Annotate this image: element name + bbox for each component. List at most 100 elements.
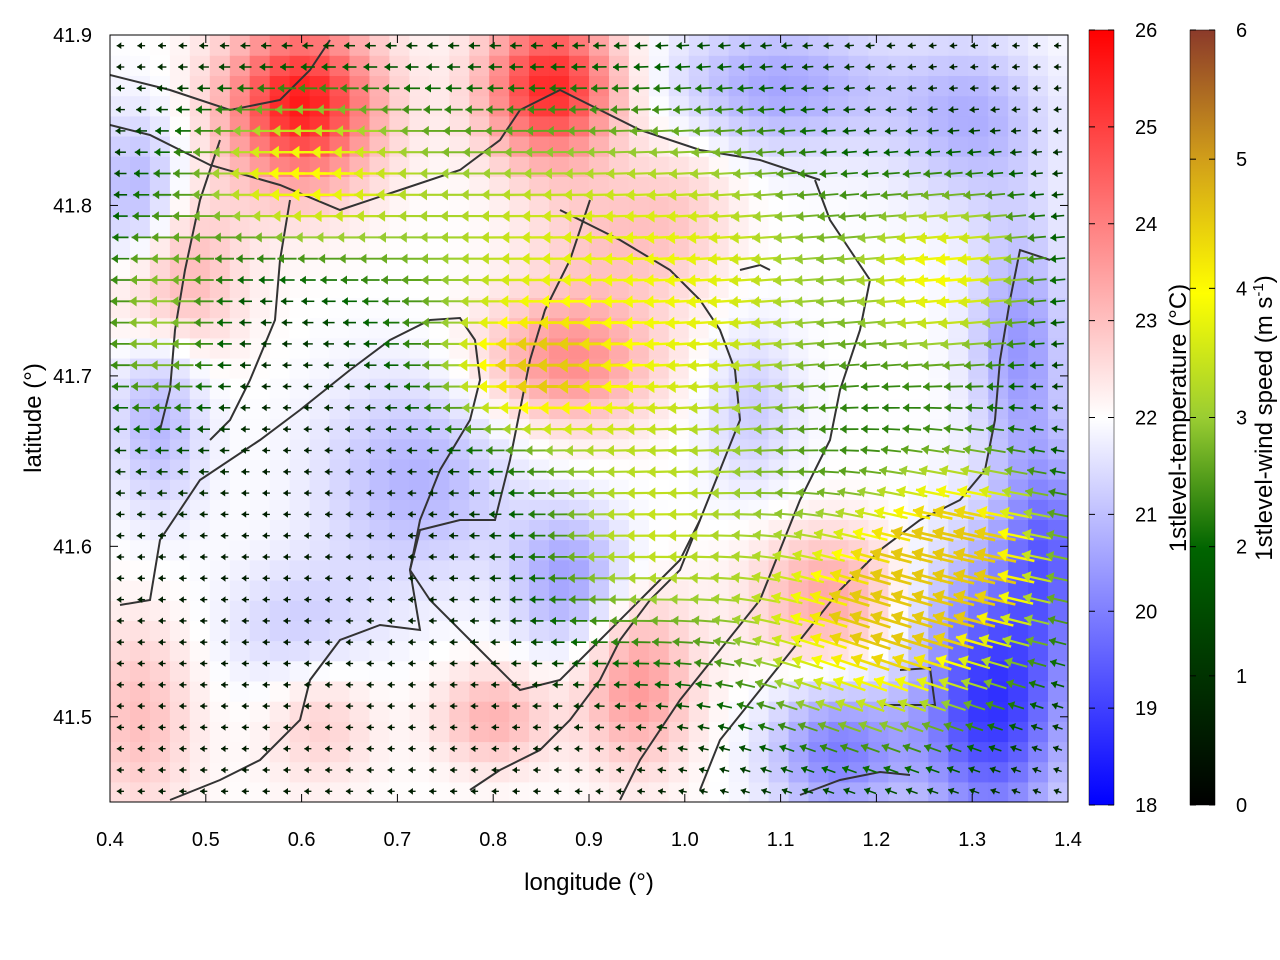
temperature-cell: [329, 418, 351, 440]
temperature-cell: [110, 640, 131, 662]
temperature-cell: [748, 35, 770, 56]
wind-arrow: [615, 723, 626, 731]
temperature-cell: [169, 600, 191, 621]
wind-arrow: [158, 788, 166, 795]
wind-arrow: [1022, 528, 1052, 541]
temperature-cell: [609, 75, 630, 97]
wind-arrow: [387, 596, 395, 603]
wind-arrow: [853, 675, 888, 692]
wind-arrow: [1049, 254, 1066, 264]
temperature-cell: [589, 620, 610, 642]
temperature-cell: [768, 55, 790, 76]
temperature-cell: [469, 458, 490, 480]
temperature-cell: [229, 721, 251, 743]
wind-arrow: [881, 382, 901, 392]
wind-arrow: [870, 589, 912, 607]
wind-arrow: [488, 62, 503, 71]
temperature-cell: [329, 701, 351, 722]
temperature-cell: [549, 741, 570, 763]
wind-arrow: [425, 425, 440, 434]
wind-arrow: [429, 745, 437, 753]
wind-arrow: [1050, 318, 1065, 327]
temperature-cell: [529, 196, 550, 218]
temperature-cell: [748, 75, 770, 97]
wind-arrow: [967, 148, 982, 157]
wind-arrow: [849, 589, 891, 608]
wind-arrow: [137, 788, 145, 795]
wind-arrow: [173, 381, 193, 392]
wind-arrow: [325, 511, 333, 518]
wind-arrow: [194, 339, 213, 349]
wind-arrow: [366, 446, 375, 454]
wind-arrow: [134, 148, 148, 157]
temperature-cell: [1008, 438, 1029, 460]
temperature-cell: [828, 95, 850, 117]
wind-arrow: [780, 766, 794, 774]
wind-arrow: [839, 743, 859, 753]
temperature-cell: [768, 701, 790, 722]
temperature-cell: [309, 216, 331, 238]
wind-arrow: [653, 659, 671, 668]
temperature-cell: [748, 600, 770, 621]
wind-arrow: [1025, 487, 1049, 498]
wind-arrow: [860, 743, 880, 753]
temperature-cell: [309, 721, 331, 743]
wind-arrow: [302, 41, 314, 50]
temperature-cell: [609, 357, 630, 379]
temperature-cell: [728, 216, 750, 238]
temperature-cell: [529, 781, 550, 802]
wind-arrow: [879, 465, 903, 477]
wind-arrow: [304, 553, 312, 561]
wind-arrow: [512, 766, 520, 774]
temperature-cell: [229, 458, 251, 480]
wind-arrow: [262, 468, 270, 476]
temperature-cell: [868, 156, 889, 177]
temperature-cell: [149, 660, 171, 682]
temperature-cell: [309, 337, 331, 359]
temperature-cell: [249, 680, 271, 702]
temperature-cell: [1028, 600, 1049, 621]
wind-arrow: [408, 553, 416, 561]
temperature-cell: [369, 35, 391, 56]
temperature-cell: [349, 418, 371, 440]
wind-arrow: [1047, 508, 1068, 519]
wind-arrow: [280, 297, 294, 306]
temperature-cell: [928, 196, 949, 218]
temperature-cell: [1008, 479, 1029, 500]
wind-arrow: [731, 402, 759, 414]
wind-arrow: [403, 360, 421, 370]
wind-arrow: [508, 488, 524, 498]
wind-arrow: [344, 361, 355, 369]
temperature-cell: [329, 236, 351, 258]
wind-arrow: [262, 617, 270, 625]
wind-arrow: [692, 636, 715, 647]
temperature-cell: [529, 761, 550, 783]
wind-arrow: [735, 126, 756, 136]
wind-arrow: [633, 659, 650, 668]
temperature-cell: [349, 741, 371, 763]
wind-arrow: [609, 616, 631, 626]
temperature-cell: [229, 95, 251, 117]
wind-arrow: [325, 702, 333, 710]
wind-arrow: [385, 404, 398, 412]
temperature-cell: [289, 257, 311, 278]
wind-arrow: [1007, 701, 1025, 710]
temperature-cell: [668, 479, 690, 500]
wind-arrow: [859, 466, 882, 477]
temperature-cell: [788, 55, 810, 76]
temperature-cell: [828, 438, 850, 460]
wind-arrow: [526, 125, 548, 136]
wind-arrow: [880, 190, 902, 200]
wind-arrow: [588, 594, 611, 605]
wind-arrow: [858, 339, 882, 350]
temperature-cell: [708, 176, 730, 198]
temperature-cell: [648, 761, 670, 783]
wind-arrow: [491, 788, 499, 795]
temperature-cell: [329, 761, 351, 783]
temperature-cell: [609, 438, 630, 460]
temperature-cell: [349, 640, 371, 662]
temperature-cell: [329, 458, 351, 480]
wind-arrow: [387, 617, 395, 625]
wind-arrow: [879, 720, 903, 733]
temperature-cell: [788, 640, 810, 662]
